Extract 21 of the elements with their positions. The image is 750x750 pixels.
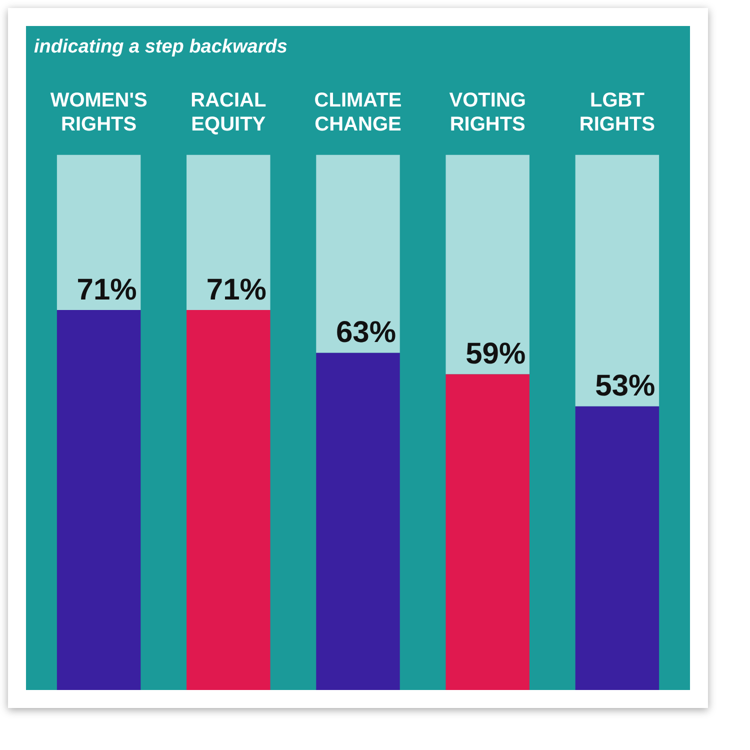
x-tick-label: RACIAL EQUITY: [190, 89, 266, 136]
x-tick-label: CLIMATE CHANGE: [314, 89, 402, 136]
bar: [186, 310, 270, 690]
bar: [316, 352, 400, 690]
bar: [316, 154, 400, 353]
bar: [575, 406, 660, 690]
data-label: 59%: [466, 338, 526, 370]
bar: [446, 374, 530, 690]
bar: [56, 154, 141, 310]
bar: [56, 310, 141, 690]
data-label: 53%: [595, 370, 656, 403]
x-tick-label: VOTING RIGHTS: [449, 89, 526, 136]
bar: [186, 154, 270, 310]
chart-title: indicating a step backwards: [34, 36, 288, 58]
bar: [446, 154, 530, 374]
x-tick-label: LGBT RIGHTS: [579, 89, 655, 136]
bar: [575, 154, 660, 406]
data-label: 71%: [206, 273, 266, 306]
x-tick-label: WOMEN'S RIGHTS: [50, 89, 148, 136]
data-label: 71%: [76, 273, 137, 306]
data-label: 63%: [336, 316, 396, 350]
